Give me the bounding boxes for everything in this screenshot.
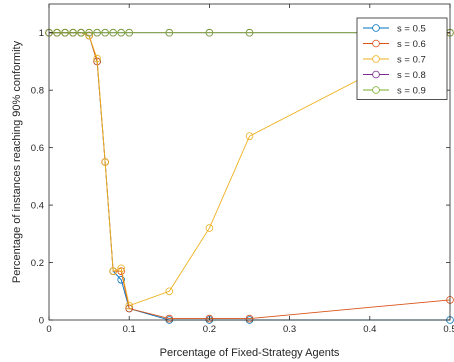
- data-point: [117, 275, 125, 284]
- y-tick-label: 0: [39, 316, 44, 327]
- y-tick-label: 0.2: [31, 258, 44, 269]
- y-tick-label: 0.4: [31, 201, 44, 212]
- x-axis-label: Percentage of Fixed-Strategy Agents: [160, 347, 340, 359]
- legend-marker: [372, 86, 380, 94]
- data-point: [165, 314, 174, 323]
- legend-label: s = 0.6: [397, 39, 426, 50]
- data-point: [69, 28, 77, 37]
- data-point: [93, 54, 101, 63]
- data-point: [205, 314, 214, 323]
- legend-label: s = 0.7: [397, 55, 426, 66]
- x-tick-label: 0.4: [363, 324, 376, 335]
- series-5: [45, 28, 454, 37]
- x-tick-label: 0.5: [443, 324, 454, 335]
- legend-item: s = 0.9: [363, 86, 426, 97]
- data-point: [53, 28, 61, 37]
- data-point: [117, 267, 125, 275]
- data-point: [125, 301, 133, 310]
- data-point: [245, 132, 254, 140]
- y-axis-label: Percentage of instances reaching 90% con…: [11, 40, 23, 283]
- legend-marker: [372, 55, 380, 63]
- legend-item: s = 0.6: [363, 39, 426, 50]
- data-point: [85, 31, 93, 40]
- data-point: [245, 28, 254, 37]
- data-point: [165, 287, 174, 296]
- y-tick-label: 0.6: [31, 143, 44, 154]
- data-point: [109, 267, 117, 275]
- data-point: [205, 224, 214, 232]
- ticks-layer: 0 0.1 0.2 0.3 0.4 0.5 0 0.2 0.4 0.6 0.8 1: [31, 4, 454, 335]
- data-point: [245, 314, 254, 323]
- data-point: [77, 28, 85, 37]
- data-point: [101, 158, 109, 166]
- data-point: [101, 28, 109, 37]
- legend-label: s = 0.5: [397, 24, 426, 35]
- data-point: [61, 28, 69, 37]
- data-point: [117, 28, 125, 37]
- legend: s = 0.5 s = 0.6 s = 0.7 s = 0.8 s = 0.9: [356, 17, 448, 100]
- x-tick-label: 0.1: [123, 324, 136, 335]
- data-point: [117, 264, 125, 273]
- data-point: [109, 28, 117, 37]
- y-tick-label: 0.8: [31, 86, 44, 97]
- x-tick-label: 0: [46, 324, 51, 335]
- legend-marker: [372, 39, 380, 48]
- y-tick-label: 1: [39, 28, 44, 39]
- legend-item: s = 0.7: [363, 55, 426, 66]
- legend-marker: [372, 70, 380, 79]
- legend-item: s = 0.5: [363, 24, 426, 35]
- data-point: [165, 28, 174, 37]
- x-tick-label: 0.2: [203, 324, 216, 335]
- data-point: [85, 28, 93, 37]
- legend-label: s = 0.8: [397, 70, 426, 81]
- plot-frame: [48, 3, 451, 321]
- data-point: [205, 28, 214, 37]
- data-point: [93, 28, 101, 37]
- legend-marker: [372, 24, 380, 32]
- data-point: [125, 28, 133, 37]
- legend-label: s = 0.9: [397, 86, 426, 97]
- x-tick-label: 0.3: [283, 324, 296, 335]
- legend-item: s = 0.8: [363, 70, 426, 81]
